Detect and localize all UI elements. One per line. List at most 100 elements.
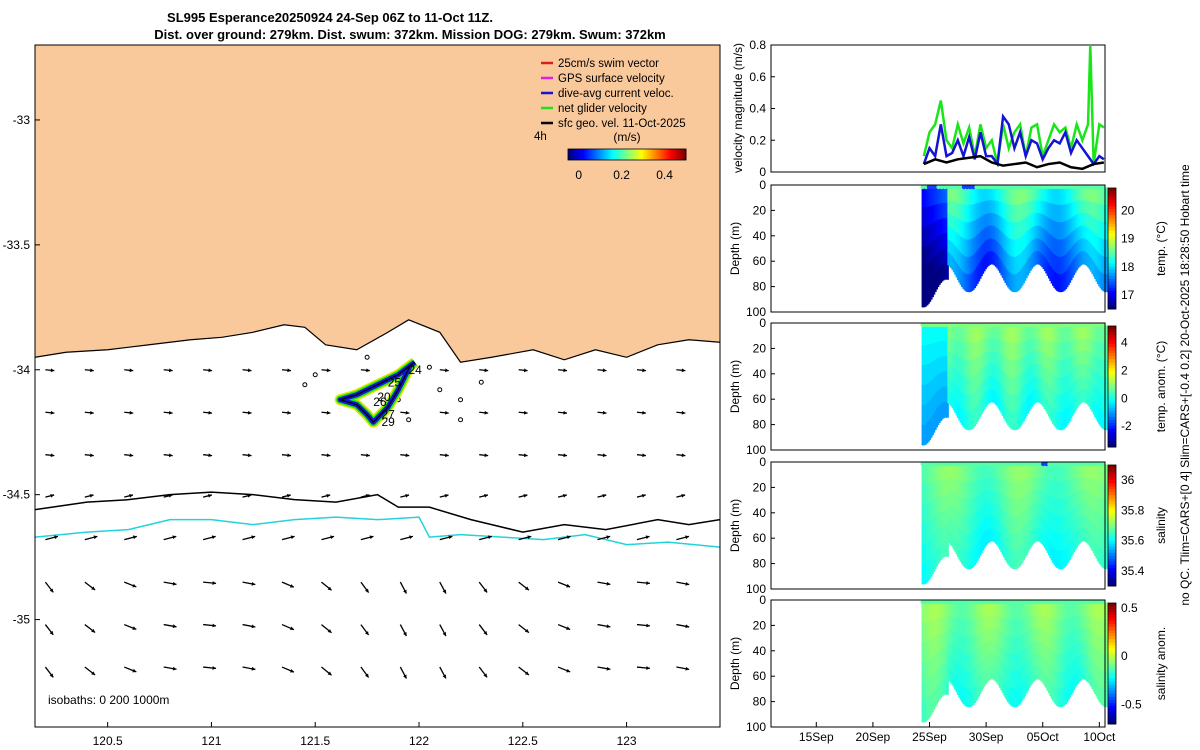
profile-cast (1105, 187, 1108, 293)
profile-colorbar-cell (1108, 233, 1116, 237)
profile-colorbar-cell (1108, 699, 1116, 704)
surface-dot (958, 184, 963, 190)
profile-colorbar-cell (1108, 645, 1116, 649)
surface-dot (990, 461, 995, 467)
map-colorbar-cell (579, 149, 583, 160)
surface-dot (1012, 599, 1017, 605)
geo-vector-head (364, 673, 369, 678)
surface-dot (980, 599, 986, 605)
surface-dot (1094, 322, 1100, 328)
profile-colorbar-cell (1108, 425, 1116, 430)
profile-colorbar-cell (1108, 293, 1116, 298)
map-colorbar-cell (640, 149, 644, 160)
map-colorbar-cell (613, 149, 616, 160)
profile-colorbar-tick: -0.5 (1121, 698, 1142, 712)
surface-dot (968, 461, 973, 467)
surface-dot (1098, 461, 1103, 467)
track-label: 26 (373, 395, 387, 409)
profile-colorbar-frame (1107, 187, 1117, 310)
profile-colorbar-label: salinity (1154, 507, 1168, 544)
legend-label: net glider velocity (558, 103, 647, 115)
profile-colorbar-cell (1108, 266, 1116, 271)
geo-vector-head (524, 671, 529, 676)
profile-colorbar-tick: 35.6 (1121, 534, 1145, 548)
surface-dot (1006, 184, 1011, 190)
map-colorbar-cell (642, 149, 646, 160)
geo-vector-head (364, 588, 369, 593)
profile-colorbar-cell (1108, 576, 1116, 581)
profile-ylabel: Depth (m) (728, 222, 742, 275)
profile-colorbar-tick: 36 (1121, 473, 1135, 487)
profile-colorbar-cell (1108, 260, 1116, 265)
geo-vector-head (445, 368, 449, 373)
profile-colorbar-cell (1108, 407, 1116, 412)
surface-dot (977, 599, 982, 605)
velocity-ylabel: velocity magnitude (m/s) (731, 43, 745, 173)
legend-4h-label: 4h (534, 131, 547, 143)
velocity-y-tick-label: 0 (759, 165, 766, 179)
island (478, 379, 484, 385)
profile-colorbar-cell (1108, 501, 1116, 505)
profile-colorbar-cell (1108, 437, 1116, 442)
surface-dot (999, 322, 1005, 328)
surface-dot (1088, 184, 1093, 190)
profile-colorbar-cell (1108, 302, 1116, 307)
profile-colorbar-cell (1108, 690, 1116, 695)
surface-dot (1082, 322, 1087, 328)
surface-dot (1063, 184, 1068, 190)
surface-dot (1031, 184, 1036, 190)
surface-dot (926, 184, 932, 190)
geo-vector-head (90, 368, 94, 373)
profile-colorbar-cell (1108, 666, 1116, 671)
land-area (35, 45, 720, 363)
surface-dot (1031, 599, 1036, 605)
map-colorbar-cell (577, 149, 581, 160)
surface-dot (996, 461, 1001, 467)
profile-y-tick-label: 20 (753, 203, 767, 217)
map-colorbar-cell (668, 149, 671, 160)
surface-dot (930, 461, 935, 467)
surface-dot (980, 184, 986, 190)
geo-vector-head (50, 368, 55, 373)
surface-dot (1002, 599, 1008, 605)
geo-vector-head (212, 623, 217, 628)
profile-colorbar-cell (1108, 540, 1116, 545)
surface-dot (1012, 461, 1017, 467)
surface-dot (1082, 184, 1087, 190)
profile-colorbar-tick: 2 (1121, 364, 1128, 378)
profile-colorbar-cell (1108, 660, 1116, 664)
profile-colorbar-cell (1108, 239, 1116, 243)
island (426, 364, 432, 370)
profile-segment (1105, 516, 1108, 535)
surface-dot (1066, 599, 1071, 605)
profile-colorbar-cell (1108, 570, 1116, 575)
surface-dot (961, 461, 967, 467)
surface-dot (974, 184, 979, 190)
map-colorbar-frame (567, 148, 687, 161)
surface-dot (920, 461, 925, 467)
map-colorbar-cell (658, 149, 661, 160)
profile-colorbar-cell (1108, 377, 1116, 381)
surface-dot (1091, 184, 1097, 190)
profile-y-tick-label: 40 (753, 506, 767, 520)
profile-segment (946, 263, 949, 280)
surface-dot (1028, 322, 1033, 328)
map-frame (34, 44, 721, 728)
surface-dot (936, 599, 941, 605)
geo-vector-head (129, 410, 134, 415)
map-colorbar-cell (664, 149, 667, 160)
geo-vector-head (208, 368, 213, 373)
profile-colorbar-cell (1108, 290, 1116, 295)
geo-vector-head (247, 453, 252, 458)
profile-colorbar-cell (1108, 642, 1116, 646)
surface-dot (993, 461, 998, 467)
surface-dot (920, 184, 925, 190)
profile-colorbar-cell (1108, 332, 1116, 336)
surface-dot (977, 461, 982, 467)
profile-colorbar-cell (1108, 218, 1116, 222)
geo-vector-head (484, 410, 489, 415)
geo-vector-head (641, 493, 646, 498)
surface-dot (1069, 461, 1074, 467)
profile-colorbar-cell (1108, 440, 1116, 445)
surface-dot (949, 184, 954, 190)
